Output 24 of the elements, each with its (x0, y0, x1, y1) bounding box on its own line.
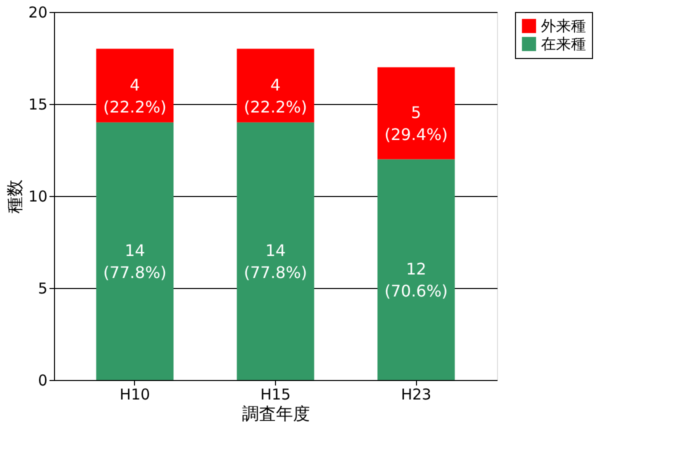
y-axis-title: 種数 (5, 180, 26, 214)
bar (236, 48, 314, 122)
bar (236, 122, 314, 380)
data-label: 12 (70.6%) (384, 260, 448, 301)
bar (377, 159, 455, 380)
data-label: 4 (22.2%) (244, 76, 308, 117)
y-tick-label: 10 (28, 188, 48, 206)
y-tick-label: 15 (28, 96, 48, 114)
data-label: 5 (29.4%) (384, 103, 448, 144)
y-tick-label: 5 (38, 280, 48, 298)
y-tick-label: 20 (28, 4, 48, 22)
bar (96, 122, 174, 380)
data-label: 14 (77.8%) (244, 241, 308, 282)
x-tick-label: H23 (400, 386, 432, 404)
legend-label: 外来種 (541, 17, 586, 35)
y-tick-label: 0 (38, 372, 48, 390)
data-label: 4 (22.2%) (103, 76, 167, 117)
bar (377, 67, 455, 160)
x-tick-label: H10 (120, 386, 150, 404)
x-axis-title: 調査年度 (242, 404, 310, 424)
legend-label: 在来種 (541, 35, 586, 53)
data-label: 14 (77.8%) (103, 241, 167, 282)
bar (96, 48, 174, 122)
x-tick-label: H15 (260, 386, 291, 404)
